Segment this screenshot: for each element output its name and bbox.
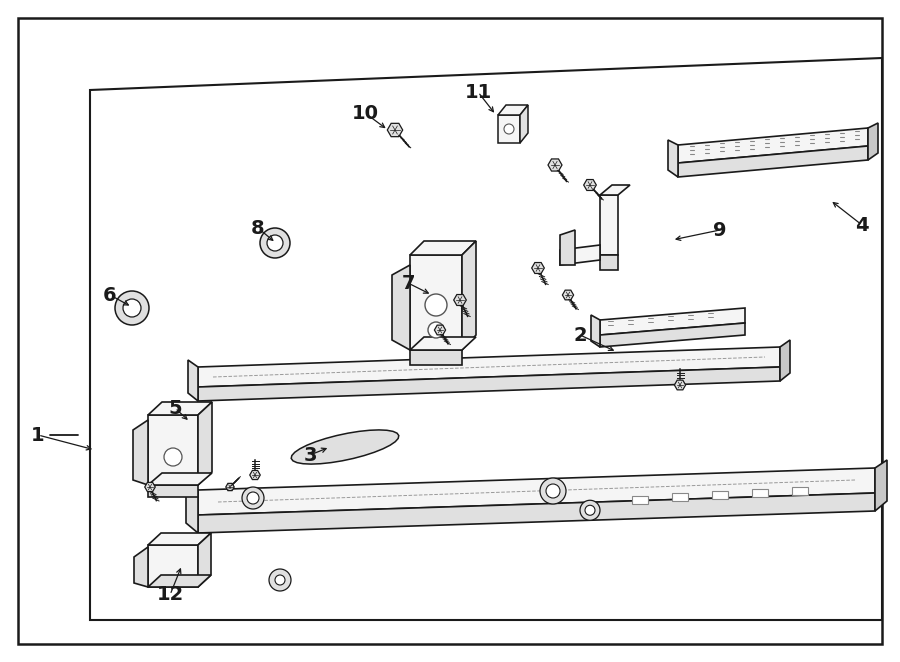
Polygon shape: [198, 402, 212, 485]
Polygon shape: [600, 323, 745, 347]
Polygon shape: [148, 533, 211, 545]
Polygon shape: [600, 308, 745, 335]
Polygon shape: [387, 123, 402, 136]
Polygon shape: [410, 350, 462, 365]
Polygon shape: [584, 179, 597, 191]
Circle shape: [425, 294, 447, 316]
Polygon shape: [548, 159, 562, 171]
Circle shape: [546, 484, 560, 498]
Polygon shape: [410, 241, 476, 255]
Polygon shape: [148, 545, 198, 587]
Circle shape: [267, 235, 283, 251]
Text: 10: 10: [352, 103, 379, 122]
Polygon shape: [90, 58, 882, 620]
Polygon shape: [392, 265, 410, 350]
Polygon shape: [198, 468, 875, 515]
Polygon shape: [560, 245, 600, 265]
Text: 4: 4: [855, 216, 868, 234]
Text: 9: 9: [713, 220, 727, 240]
Text: 12: 12: [157, 585, 184, 604]
Circle shape: [123, 299, 141, 317]
Polygon shape: [410, 255, 462, 350]
Circle shape: [115, 291, 149, 325]
Circle shape: [247, 492, 259, 504]
Polygon shape: [560, 230, 575, 265]
Polygon shape: [678, 146, 868, 177]
Circle shape: [260, 228, 290, 258]
Polygon shape: [672, 493, 688, 502]
Polygon shape: [188, 360, 198, 401]
Polygon shape: [868, 123, 878, 160]
Text: 7: 7: [401, 273, 415, 293]
Polygon shape: [498, 105, 528, 115]
Circle shape: [275, 575, 285, 585]
Polygon shape: [186, 482, 198, 533]
Polygon shape: [875, 460, 887, 511]
Polygon shape: [462, 241, 476, 350]
Polygon shape: [226, 483, 234, 491]
Polygon shape: [148, 473, 212, 485]
Polygon shape: [145, 483, 156, 492]
Polygon shape: [532, 263, 544, 273]
Polygon shape: [712, 491, 728, 499]
Polygon shape: [632, 496, 648, 504]
Polygon shape: [498, 115, 520, 143]
Polygon shape: [250, 471, 260, 479]
Polygon shape: [678, 128, 868, 163]
Polygon shape: [148, 485, 198, 497]
Text: 2: 2: [573, 326, 587, 344]
Polygon shape: [198, 347, 780, 387]
Circle shape: [580, 500, 600, 520]
Polygon shape: [780, 340, 790, 381]
Circle shape: [164, 448, 182, 466]
Circle shape: [540, 478, 566, 504]
Polygon shape: [410, 337, 476, 350]
Polygon shape: [562, 290, 573, 300]
Text: 8: 8: [251, 218, 265, 238]
Polygon shape: [600, 185, 630, 195]
Polygon shape: [520, 105, 528, 143]
Polygon shape: [148, 415, 198, 485]
Circle shape: [585, 505, 595, 515]
Circle shape: [428, 322, 444, 338]
Text: 11: 11: [464, 83, 491, 101]
Polygon shape: [198, 533, 211, 587]
Text: 3: 3: [303, 446, 317, 465]
Polygon shape: [591, 315, 600, 347]
Polygon shape: [752, 489, 768, 497]
Polygon shape: [148, 575, 211, 587]
Circle shape: [242, 487, 264, 509]
Polygon shape: [198, 367, 780, 401]
Polygon shape: [600, 195, 618, 255]
Polygon shape: [133, 420, 148, 485]
Polygon shape: [792, 487, 808, 495]
Polygon shape: [674, 380, 686, 390]
Polygon shape: [134, 547, 148, 587]
Polygon shape: [292, 430, 399, 464]
Polygon shape: [198, 493, 875, 533]
Text: 1: 1: [32, 426, 45, 444]
Polygon shape: [148, 402, 212, 415]
Polygon shape: [668, 140, 678, 177]
Polygon shape: [435, 325, 446, 335]
Circle shape: [269, 569, 291, 591]
Text: 6: 6: [104, 285, 117, 305]
Polygon shape: [600, 255, 618, 270]
Text: 5: 5: [168, 399, 182, 418]
Polygon shape: [454, 295, 466, 305]
Circle shape: [504, 124, 514, 134]
